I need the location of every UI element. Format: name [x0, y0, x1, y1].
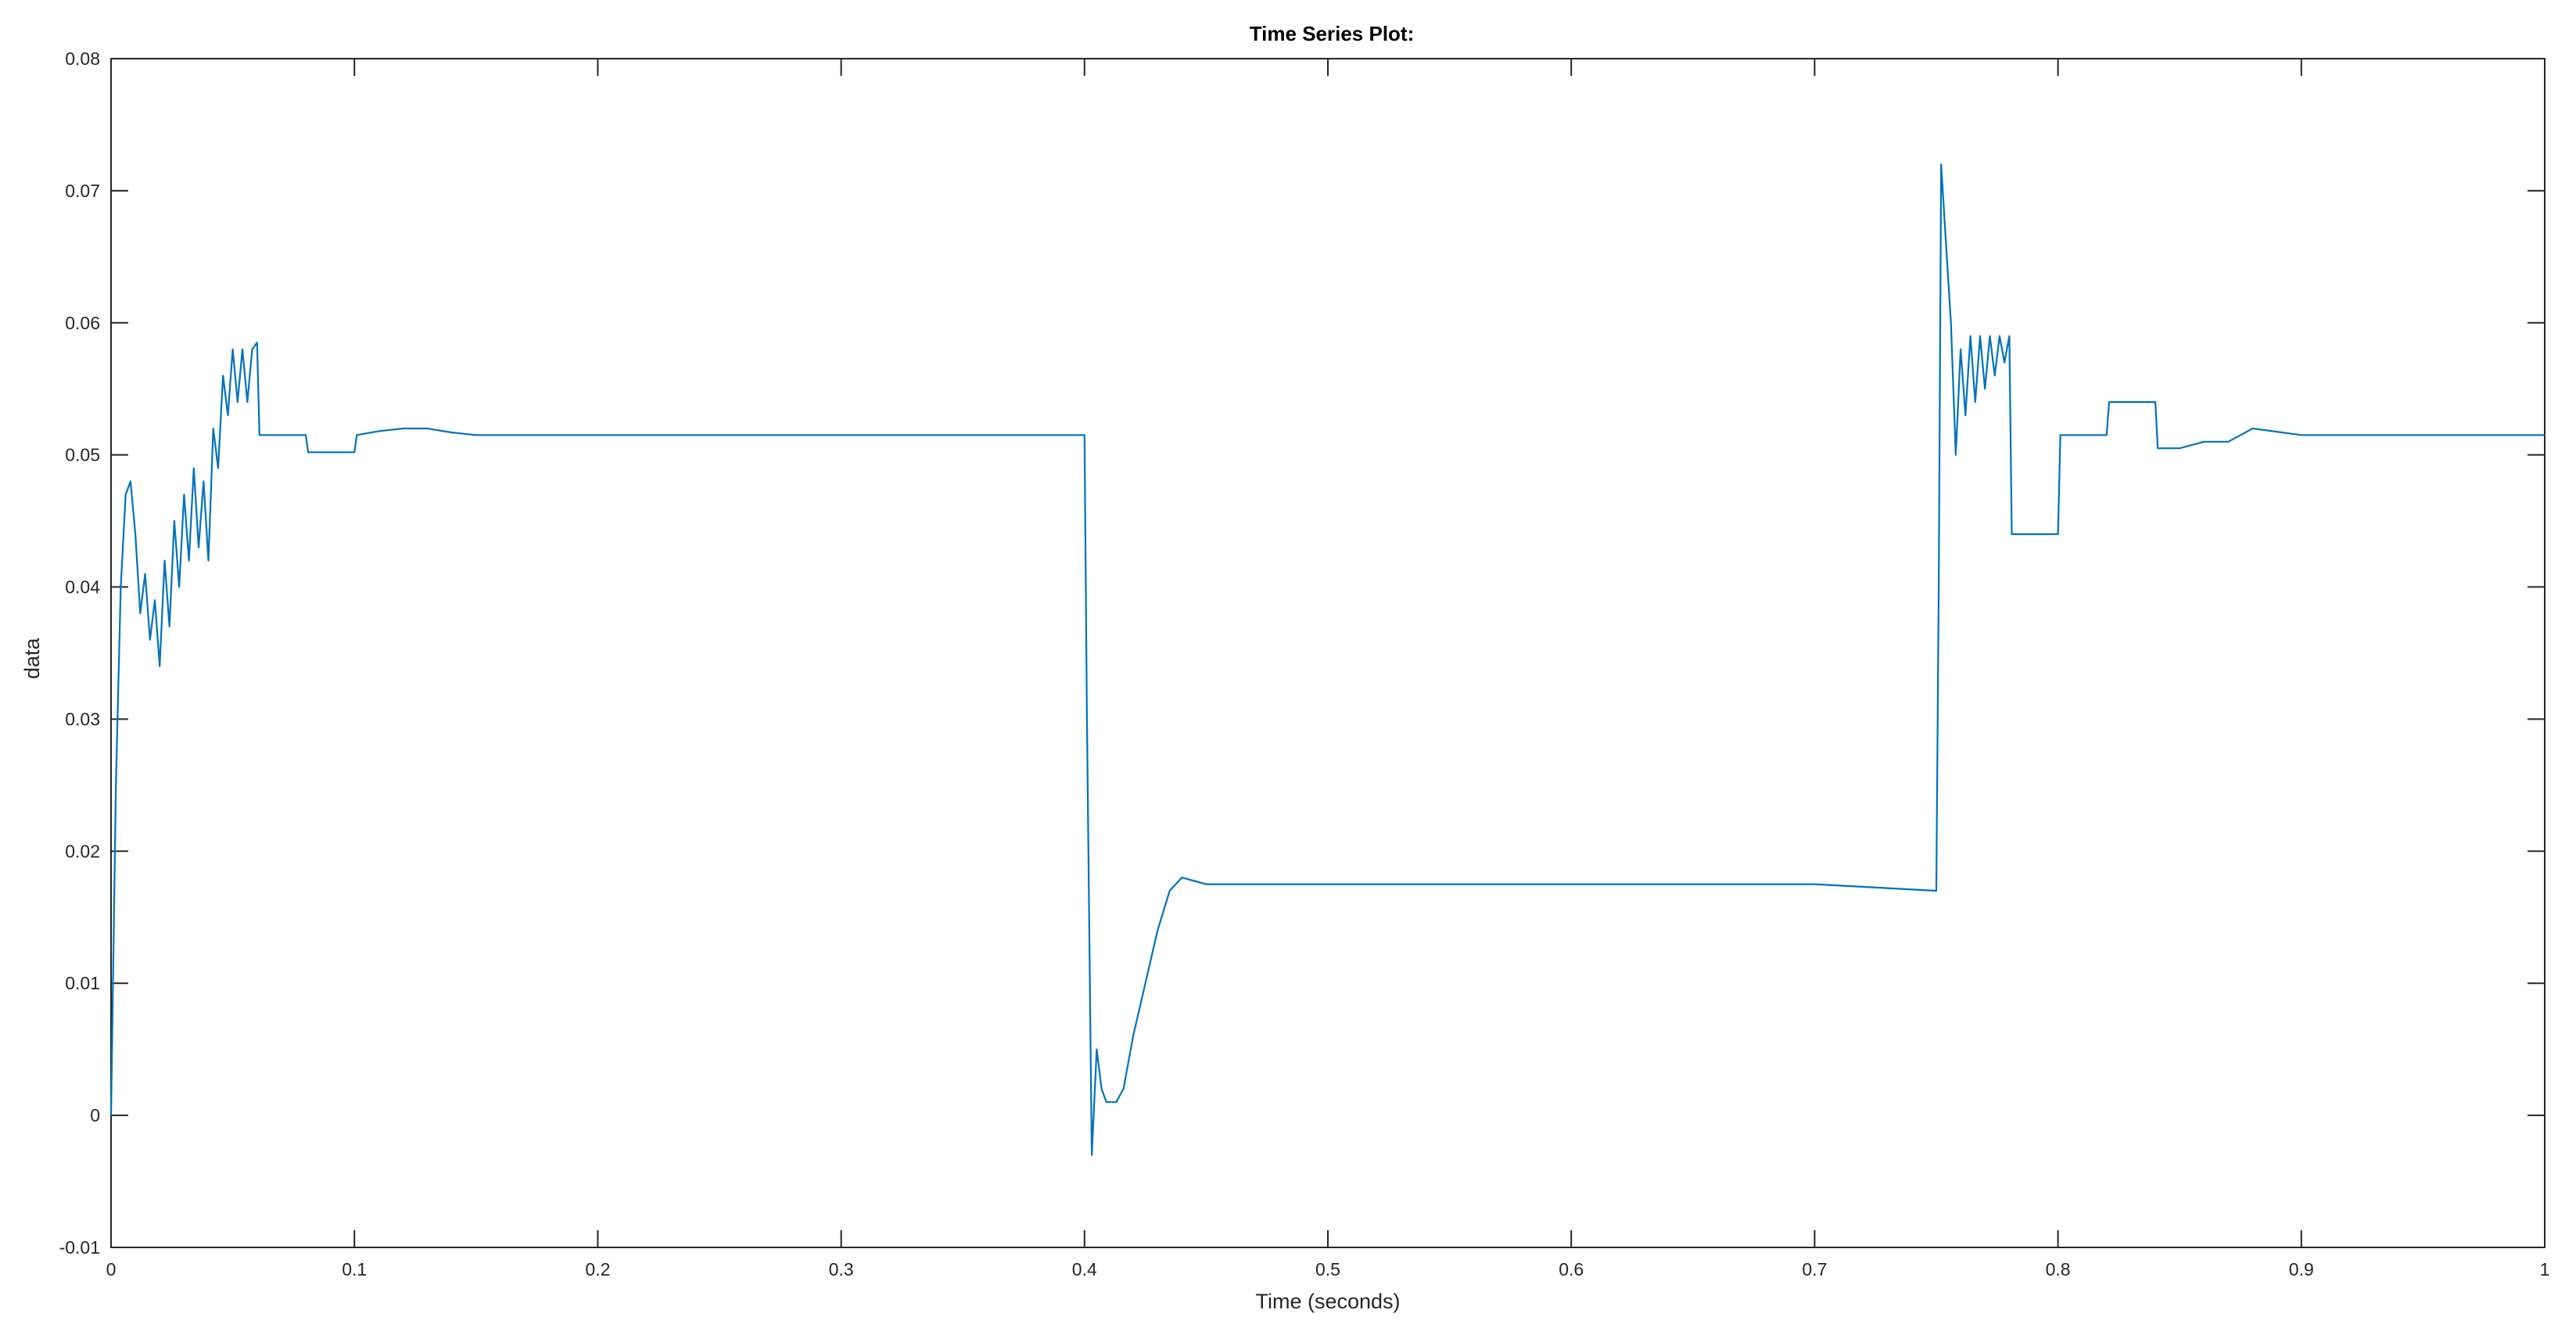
x-tick-label: 0.9 [2289, 1259, 2314, 1279]
plot-frame [110, 58, 2546, 1248]
x-tick-label: 0.5 [1315, 1259, 1340, 1279]
y-axis-label: data [20, 637, 44, 680]
x-axis: 0 0.1 0.2 0.3 0.4 0.5 0.6 0.7 0.8 0.9 1 [106, 59, 2550, 1279]
y-axis: -0.01 0 0.01 0.02 0.03 0.04 0.05 0.06 0.07 0.08 [59, 48, 2545, 1258]
x-tick-label: 0.3 [829, 1259, 854, 1279]
x-tick-label: 0 [106, 1259, 117, 1279]
x-tick-label: 0.4 [1072, 1259, 1097, 1279]
y-tick-label: 0.02 [65, 841, 100, 861]
y-tick-label: 0.08 [65, 48, 100, 69]
x-tick-label: 0.2 [585, 1259, 610, 1279]
plot-area: 0 0.1 0.2 0.3 0.4 0.5 0.6 0.7 0.8 0.9 1 -0.01 0 0.01… [59, 48, 2550, 1279]
x-tick-label: 0.7 [1802, 1259, 1827, 1279]
x-tick-label: 0.8 [2046, 1259, 2071, 1279]
y-tick-label: 0.05 [65, 445, 100, 465]
y-tick-label: 0 [90, 1105, 100, 1125]
x-tick-label: 1 [2540, 1259, 2550, 1279]
y-tick-label: -0.01 [59, 1237, 100, 1258]
y-tick-label: 0.04 [65, 577, 100, 598]
y-tick-label: 0.01 [65, 973, 100, 993]
y-tick-label: 0.03 [65, 709, 100, 729]
y-tick-label: 0.06 [65, 313, 100, 333]
x-tick-label: 0.1 [342, 1259, 367, 1279]
chart-title: Time Series Plot: [1250, 22, 1415, 45]
y-tick-label: 0.07 [65, 181, 100, 201]
x-tick-label: 0.6 [1559, 1259, 1584, 1279]
data-series-line [109, 163, 2545, 1156]
x-axis-label: Time (seconds) [1255, 1290, 1400, 1313]
